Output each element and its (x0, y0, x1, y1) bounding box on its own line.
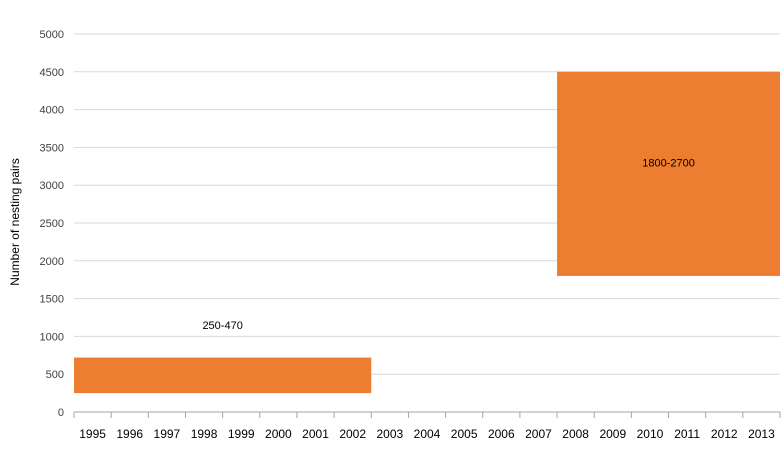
x-tick-label: 2006 (488, 427, 515, 441)
x-tick-label: 2004 (414, 427, 441, 441)
y-tick-label: 4000 (40, 105, 64, 117)
x-tick-label: 2013 (748, 427, 775, 441)
y-axis-label: Number of nesting pairs (8, 158, 22, 285)
y-tick-label: 5000 (40, 29, 64, 41)
x-tick-label: 2005 (451, 427, 478, 441)
y-tick-label: 3500 (40, 142, 64, 154)
y-tick-label: 1000 (40, 331, 64, 343)
range-annotations: 250-470 1800-2700 (202, 158, 694, 333)
x-tick-label: 1998 (191, 427, 218, 441)
x-tick-label: 2001 (302, 427, 329, 441)
y-tick-label: 3000 (40, 180, 64, 192)
x-tick-label: 2008 (562, 427, 589, 441)
range-label: 1800-2700 (642, 158, 695, 170)
range-label: 250-470 (202, 320, 242, 332)
range-bars (74, 71, 780, 394)
x-tick-label: 1996 (116, 427, 143, 441)
y-tick-label: 500 (46, 369, 64, 381)
x-tick-label: 2003 (376, 427, 403, 441)
x-tick-label: 2007 (525, 427, 552, 441)
x-tick-label: 2011 (674, 427, 700, 441)
y-tick-label: 2000 (40, 256, 64, 268)
x-tick-label: 1997 (154, 427, 181, 441)
x-tick-label: 2012 (711, 427, 738, 441)
y-tick-label: 2500 (40, 218, 64, 230)
x-tick-labels: 1995 1996 1997 1998 1999 2000 2001 2002 2003 2004… (79, 427, 775, 441)
y-tick-label: 0 (58, 407, 64, 419)
y-tick-label: 1500 (40, 294, 64, 306)
grid-lines (74, 33, 780, 375)
x-tick-label: 1995 (79, 427, 106, 441)
x-tick-label: 2009 (599, 427, 626, 441)
y-tick-labels: 0 500 1000 1500 2000 2500 3000 3500 4000 4500 5000 (40, 29, 64, 419)
y-tick-label: 4500 (40, 67, 64, 79)
x-axis (73, 411, 781, 418)
range-bar-1800-2700 (557, 71, 780, 276)
x-tick-label: 1999 (228, 427, 255, 441)
range-bar-250-470 (74, 357, 372, 394)
x-tick-label: 2010 (637, 427, 664, 441)
x-tick-label: 2002 (339, 427, 366, 441)
x-tick-label: 2000 (265, 427, 292, 441)
